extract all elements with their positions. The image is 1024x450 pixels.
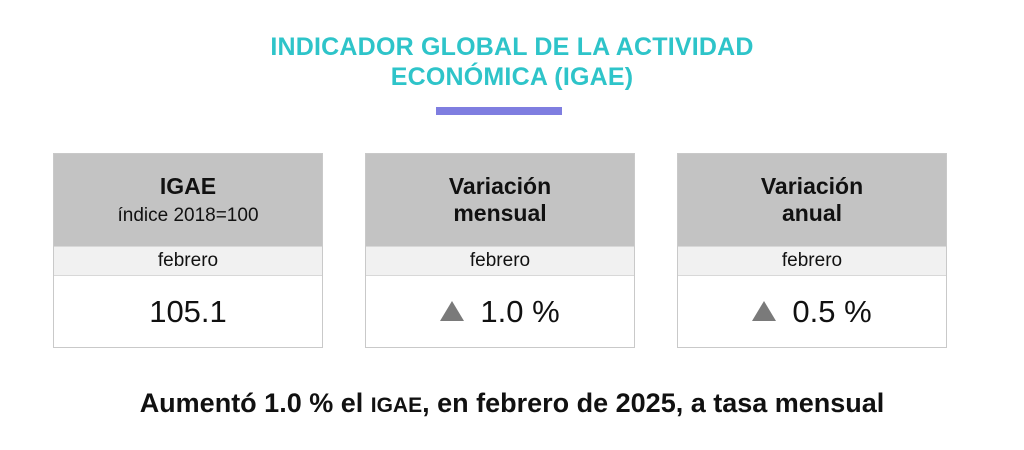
card-value-text: 0.5 % [792,293,872,329]
title-accent-bar [436,107,562,115]
card-heading: IGAE [159,172,217,199]
card-value: 1.0 % [366,276,634,347]
card-heading-line-1: Variación [448,173,552,199]
card-subheading: índice 2018=100 [117,204,259,226]
headline-part-2: , en febrero de 2025, a tasa mensual [422,388,885,418]
card-period: febrero [54,246,322,276]
headline-acronym: IGAE [370,394,423,417]
card-value: 0.5 % [678,276,946,347]
card-value-text: 105.1 [149,293,227,329]
card-period: febrero [366,246,634,276]
summary-headline: Aumentó 1.0 % el IGAE, en febrero de 202… [0,386,1024,423]
up-triangle-icon [752,300,777,321]
page-title: INDICADOR GLOBAL DE LA ACTIVIDAD ECONÓMI… [0,32,1024,92]
card-igae-index: IGAE índice 2018=100 febrero 105.1 [53,153,323,348]
title-line-1: INDICADOR GLOBAL DE LA ACTIVIDAD [270,33,754,61]
up-triangle-icon [440,300,465,321]
card-value-text: 1.0 % [480,293,560,329]
card-annual-variation: Variación anual febrero 0.5 % [677,153,947,348]
title-line-2: ECONÓMICA (IGAE) [390,63,634,91]
card-header: Variación anual [678,154,946,246]
card-header: Variación mensual [366,154,634,246]
card-heading-line-2: anual [781,200,843,226]
card-heading-line-2: mensual [453,200,547,226]
card-heading-line-1: Variación [760,173,864,199]
card-period: febrero [678,246,946,276]
card-value: 105.1 [54,276,322,347]
headline-part-1: Aumentó 1.0 % el [139,388,371,418]
card-header: IGAE índice 2018=100 [54,154,322,246]
card-monthly-variation: Variación mensual febrero 1.0 % [365,153,635,348]
